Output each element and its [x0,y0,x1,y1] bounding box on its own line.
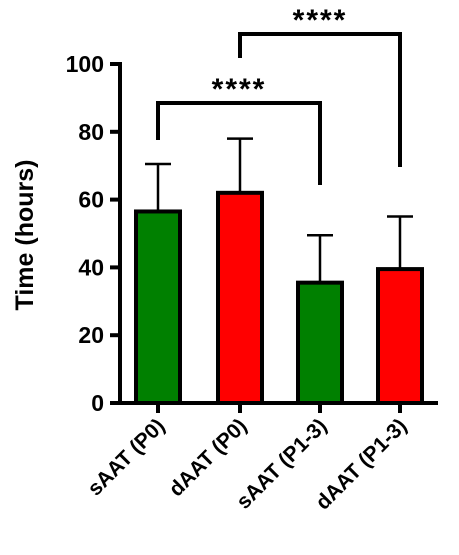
y-tick-label-0: 0 [91,390,104,416]
bar-4 [376,267,424,405]
x-tick-label-2: dAAT (P0) [165,414,252,501]
bars-layer [134,190,424,405]
error-bars-layer [145,137,413,283]
significance-layer: **** **** [156,4,402,185]
bar-3 [296,280,344,405]
significance-label-1: **** [212,73,267,106]
y-axis-label: Time (hours) [11,160,39,311]
y-tick-label-60: 60 [78,187,104,213]
significance-bracket-1 [156,101,322,185]
y-tick-label-40: 40 [78,254,104,280]
bar-2 [216,190,264,405]
x-tick-label-1: sAAT (P0) [83,414,169,500]
y-tick-label-20: 20 [78,322,104,348]
significance-bracket-2 [238,32,402,167]
y-tick-label-100: 100 [66,51,104,77]
significance-label-2: **** [293,4,348,37]
y-tick-label-80: 80 [78,119,104,145]
bar-1 [134,209,182,405]
